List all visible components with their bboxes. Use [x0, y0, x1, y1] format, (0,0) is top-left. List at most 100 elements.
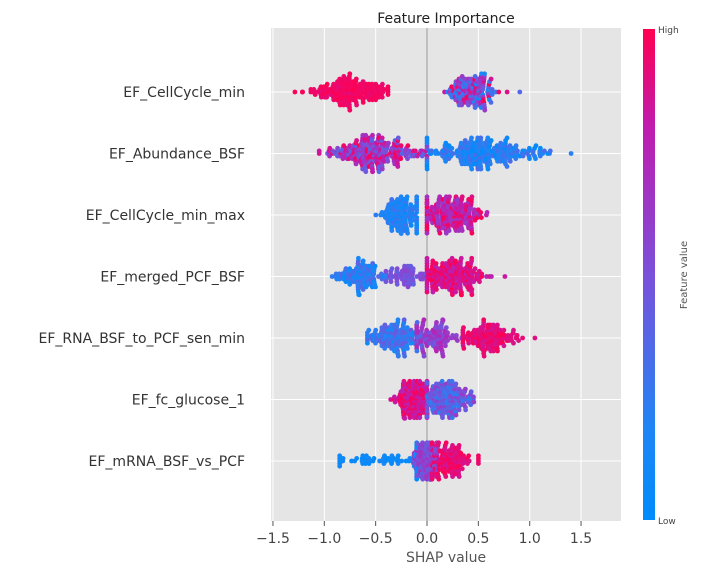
shap-point [502, 274, 508, 279]
shap-point [353, 76, 359, 82]
shap-point [414, 230, 420, 236]
shap-point [466, 453, 472, 459]
shap-point [337, 463, 343, 469]
shap-point [538, 145, 543, 151]
shap-point [453, 412, 459, 418]
shap-point [382, 346, 388, 351]
shap-point [458, 140, 464, 146]
shap-point [417, 415, 423, 421]
shap-point [468, 389, 474, 395]
shap-point [466, 340, 472, 346]
shap-point [363, 169, 369, 175]
shap-point [514, 333, 520, 338]
shap-point [488, 76, 494, 82]
shap-point [424, 135, 430, 141]
shap-point [469, 135, 474, 141]
shap-point [408, 202, 414, 208]
shap-point [533, 156, 538, 162]
x-tick-labels: −1.5 −1.0 −0.5 0.0 0.5 1.0 1.5 [256, 521, 592, 547]
shap-point [379, 135, 385, 141]
shap-point [434, 320, 439, 325]
shap-point [461, 346, 467, 351]
shap-point [469, 166, 475, 172]
shap-point [411, 281, 416, 287]
shap-point [434, 287, 439, 292]
shap-point [527, 145, 532, 151]
shap-point [484, 210, 490, 215]
shap-point [466, 458, 472, 464]
shap-point [347, 107, 353, 113]
shap-point [424, 327, 429, 333]
shap-point [507, 158, 513, 164]
colorbar-title: Feature value [679, 241, 690, 309]
shap-point [453, 258, 458, 264]
shap-point [373, 97, 379, 103]
x-tick-label: −1.5 [256, 531, 290, 547]
shap-point [437, 194, 443, 200]
shap-point [456, 407, 462, 413]
shap-point [424, 380, 430, 386]
shap-point [424, 414, 430, 420]
shap-point [477, 279, 482, 285]
shap-point [292, 89, 298, 95]
shap-point [373, 212, 379, 218]
shap-point [430, 258, 436, 264]
shap-point [469, 194, 475, 200]
shap-point [461, 453, 466, 459]
shap-point [347, 71, 353, 77]
shap-point [440, 353, 446, 359]
shap-point [300, 89, 305, 95]
shap-point [410, 266, 416, 272]
shap-point [399, 458, 405, 464]
shap-point [414, 194, 420, 200]
shap-point [395, 453, 401, 459]
shap-point [395, 353, 401, 358]
shap-point [459, 228, 465, 234]
shap-point [414, 223, 420, 228]
shap-point [450, 292, 455, 298]
shap-point [461, 325, 466, 330]
shap-point [463, 386, 468, 392]
shap-point [472, 266, 478, 272]
shap-point [456, 474, 462, 479]
shap-point [424, 405, 430, 411]
shap-point [453, 289, 458, 295]
shap-point [443, 140, 449, 146]
shap-point [515, 148, 520, 154]
shap-point [370, 169, 375, 175]
feature-label: EF_RNA_BSF_to_PCF_sen_min [39, 331, 245, 347]
shap-point [404, 194, 410, 200]
shap-point [424, 200, 430, 206]
shap-point [363, 132, 369, 138]
shap-point [347, 281, 353, 287]
shap-point [449, 145, 455, 151]
shap-point [383, 268, 389, 274]
shap-point [511, 327, 516, 333]
shap-point [388, 397, 394, 402]
shap-point [340, 156, 346, 162]
colorbar-high-label: High [658, 26, 679, 36]
shap-point [489, 274, 494, 279]
shap-point [501, 327, 507, 333]
shap-point [443, 158, 448, 164]
shap-point [366, 327, 372, 333]
shap-point [436, 440, 442, 446]
shap-point [360, 79, 366, 84]
shap-point [354, 138, 359, 143]
shap-point [381, 87, 387, 92]
shap-point [446, 228, 452, 234]
shap-point [491, 322, 496, 328]
shap-point [417, 378, 423, 384]
shap-point [449, 415, 455, 421]
shap-point [459, 102, 465, 108]
shap-point [316, 148, 322, 154]
shap-point [504, 164, 510, 169]
shap-point [382, 322, 388, 328]
feature-label: EF_merged_PCF_BSF [100, 270, 245, 286]
shap-point [373, 340, 378, 346]
shap-point [479, 271, 485, 277]
shap-point [405, 230, 410, 236]
x-tick-label: 1.5 [570, 531, 592, 547]
shap-point [407, 378, 413, 384]
